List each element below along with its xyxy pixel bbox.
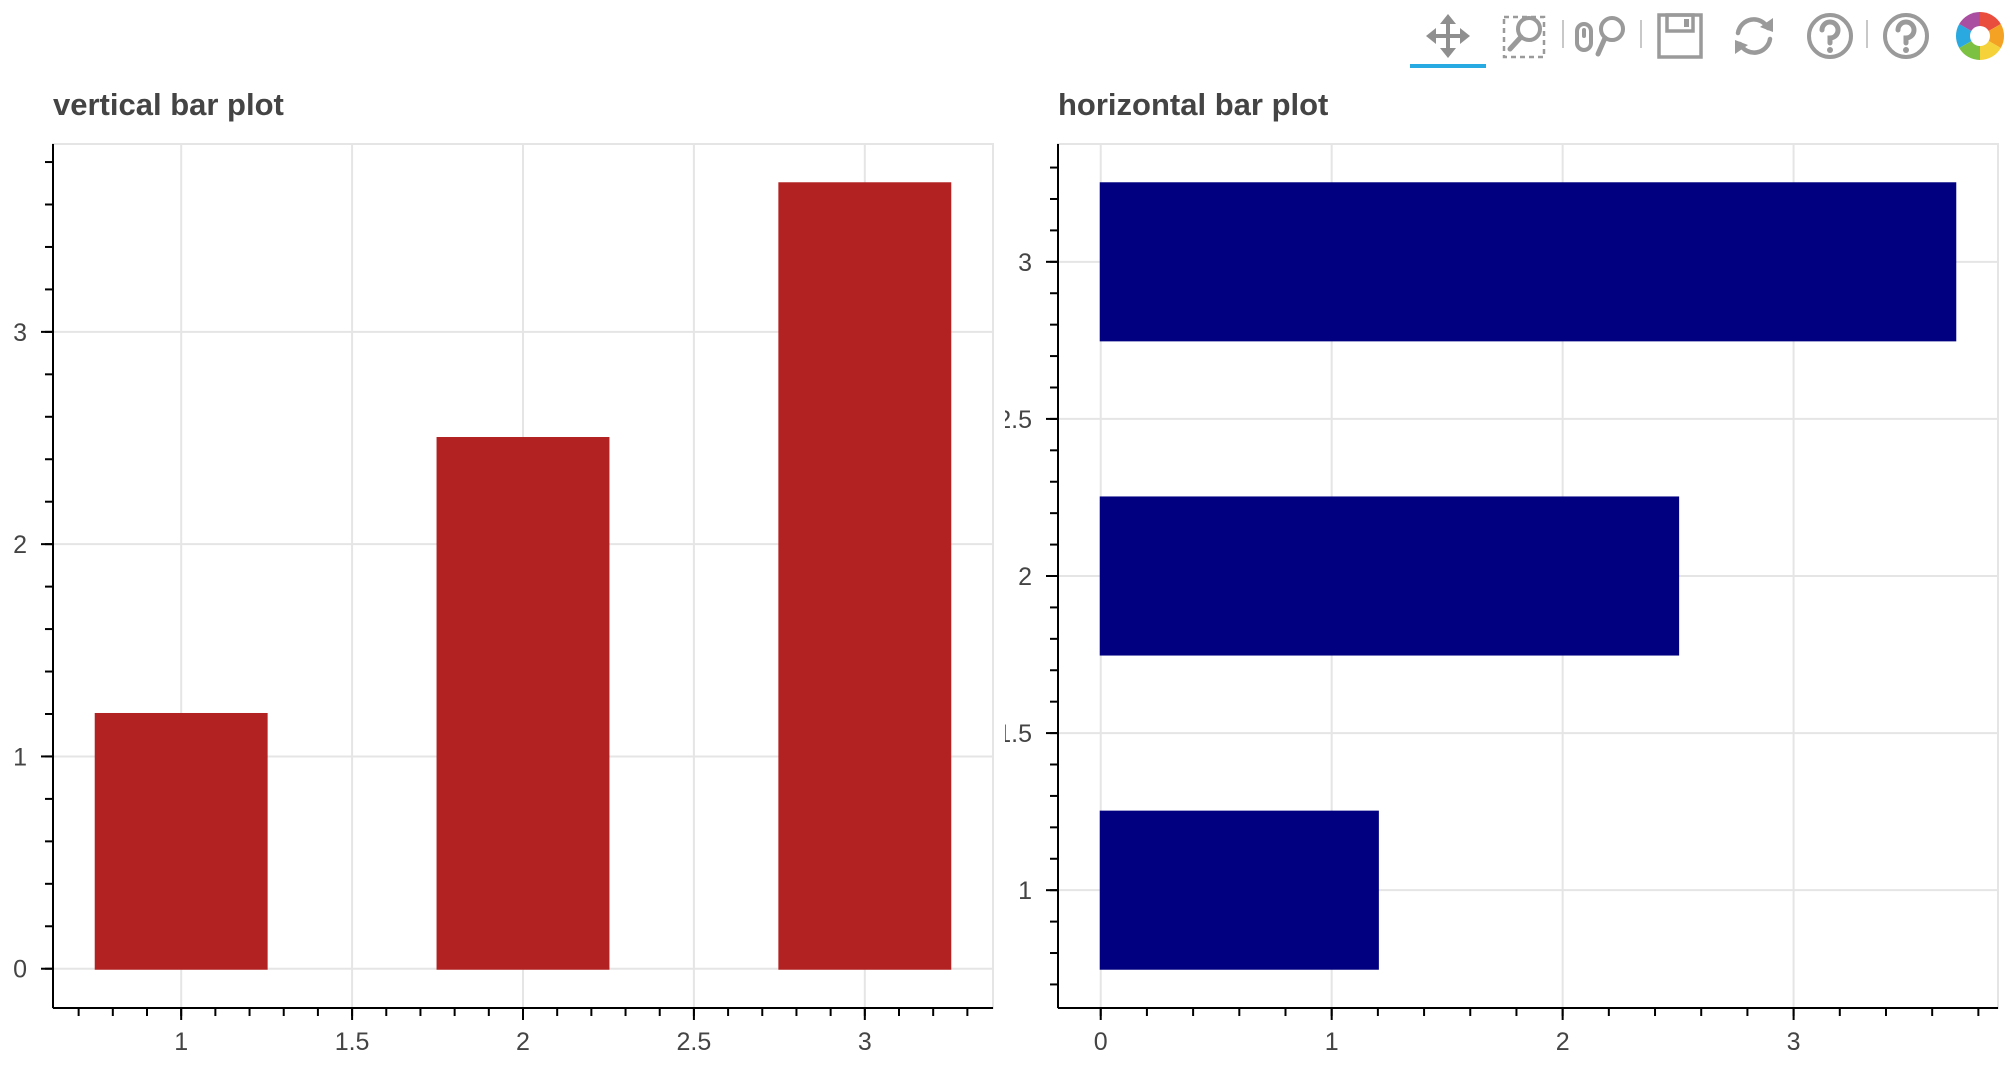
y-tick-label: 2 [1018, 563, 1032, 591]
x-tick-label: 2 [516, 1028, 530, 1056]
help-tool[interactable] [1802, 0, 1858, 72]
plot-toolbar [0, 0, 2010, 72]
x-tick-label: 1 [174, 1028, 188, 1056]
wheel-zoom-icon [1575, 16, 1625, 57]
chart-title: vertical bar plot [53, 87, 284, 122]
x-tick-label: 0 [1094, 1028, 1108, 1056]
save-icon [1657, 13, 1703, 59]
box-zoom-icon [1502, 15, 1546, 59]
help-tool-2[interactable] [1878, 0, 1934, 72]
vertical-bar-plot[interactable]: vertical bar plot 1 1.5 2 2.5 3 0 1 2 3 [0, 72, 1005, 1081]
bokeh-logo-icon [1955, 11, 2005, 61]
bar [436, 437, 610, 970]
toolbar-separator [1562, 20, 1564, 48]
chart-title: horizontal bar plot [1058, 87, 1328, 122]
x-tick-label: 1 [1325, 1028, 1339, 1056]
y-tick-label: 2.5 [1005, 406, 1032, 434]
bar [1099, 182, 1957, 342]
y-tick-label: 3 [13, 319, 27, 347]
bar [1099, 810, 1379, 970]
bar [1099, 496, 1680, 656]
y-tick-label: 1 [13, 743, 27, 771]
x-tick-label: 2.5 [677, 1028, 712, 1056]
toolbar-separator [1640, 20, 1642, 48]
x-tick-label: 1.5 [335, 1028, 370, 1056]
y-tick-label: 3 [1018, 249, 1032, 277]
wheel-zoom-tool[interactable] [1570, 0, 1634, 72]
bokeh-logo[interactable] [1952, 0, 2008, 72]
bar [94, 712, 268, 970]
pan-tool[interactable] [1410, 0, 1486, 72]
toolbar-separator [1866, 20, 1868, 48]
y-tick-label: 1 [1018, 877, 1032, 905]
reset-icon [1735, 17, 1773, 55]
y-tick-label: 0 [13, 956, 27, 984]
box-zoom-tool[interactable] [1496, 0, 1556, 72]
x-tick-label: 2 [1556, 1028, 1570, 1056]
x-tick-label: 3 [1787, 1028, 1801, 1056]
x-tick-label: 3 [858, 1028, 872, 1056]
reset-tool[interactable] [1726, 0, 1782, 72]
horizontal-bar-plot[interactable]: horizontal bar plot 0 1 2 3 1 1.5 2 2.5 3 [1005, 72, 2010, 1081]
y-tick-label: 1.5 [1005, 720, 1032, 748]
help-icon [1807, 13, 1853, 59]
save-tool[interactable] [1652, 0, 1708, 72]
help-icon [1883, 13, 1929, 59]
pan-icon [1426, 14, 1470, 58]
bar [778, 182, 952, 970]
plots-container: vertical bar plot 1 1.5 2 2.5 3 0 1 2 3 horizonta… [0, 72, 2010, 1081]
y-tick-label: 2 [13, 531, 27, 559]
